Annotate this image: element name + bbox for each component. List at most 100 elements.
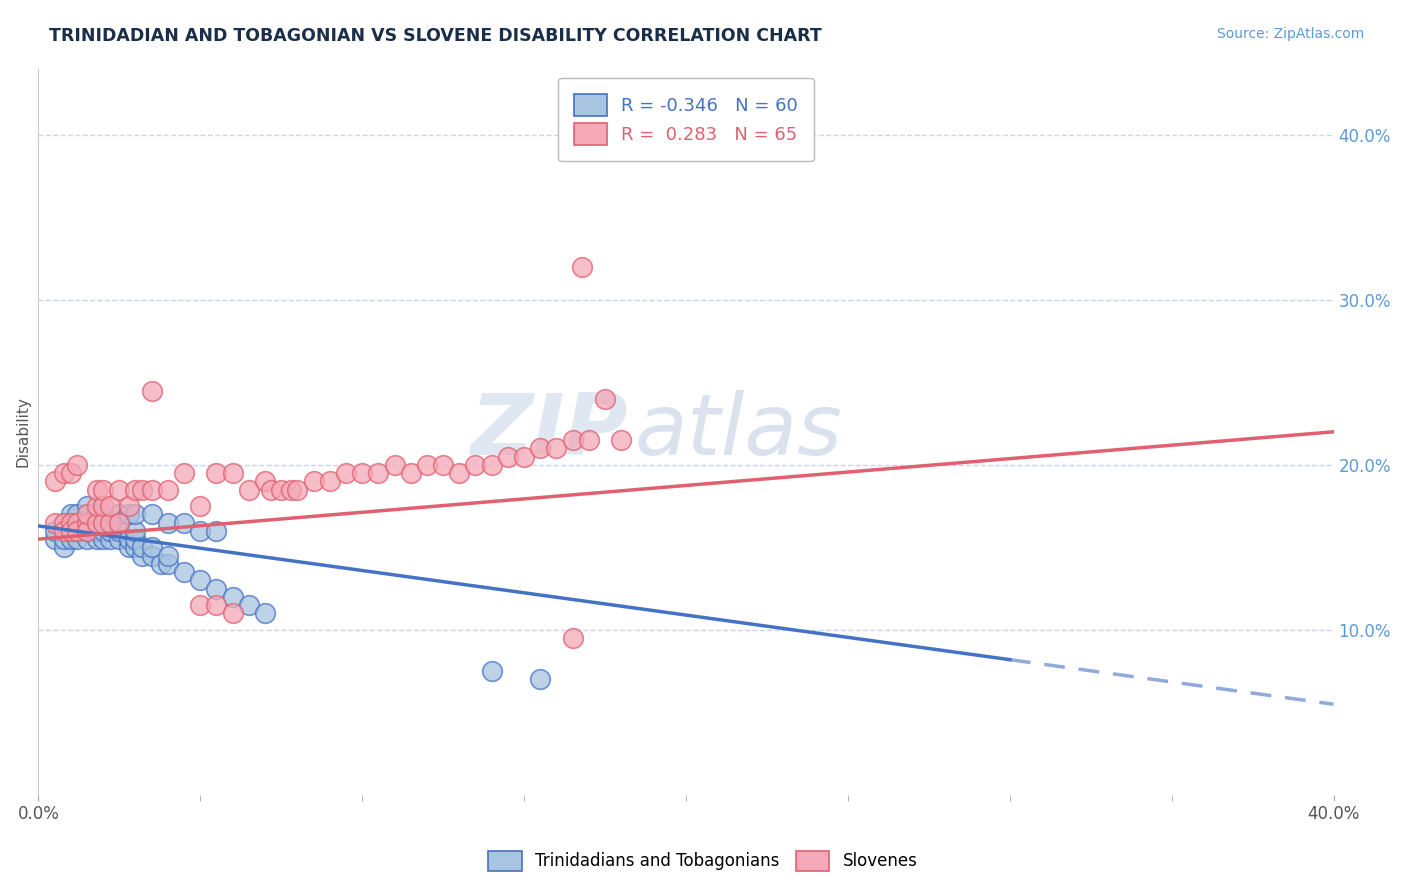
Point — [91, 524, 114, 538]
Point — [76, 516, 98, 530]
Point — [124, 532, 146, 546]
Point — [53, 532, 76, 546]
Point — [66, 516, 89, 530]
Point — [91, 508, 114, 522]
Point — [76, 508, 98, 522]
Point — [91, 499, 114, 513]
Point — [76, 508, 98, 522]
Point — [481, 458, 503, 472]
Point — [98, 524, 121, 538]
Point — [53, 541, 76, 555]
Point — [610, 433, 633, 447]
Point — [86, 499, 108, 513]
Point — [108, 516, 131, 530]
Point — [108, 516, 131, 530]
Point — [416, 458, 439, 472]
Point — [253, 475, 276, 489]
Point — [546, 442, 568, 456]
Point — [150, 557, 173, 571]
Point — [481, 664, 503, 678]
Point — [367, 466, 389, 480]
Point — [513, 450, 536, 464]
Point — [141, 549, 163, 563]
Point — [399, 466, 422, 480]
Point — [156, 483, 179, 497]
Point — [98, 532, 121, 546]
Point — [280, 483, 302, 497]
Point — [98, 499, 121, 513]
Point — [66, 532, 89, 546]
Point — [76, 516, 98, 530]
Point — [302, 475, 325, 489]
Point — [124, 541, 146, 555]
Point — [561, 433, 583, 447]
Point — [86, 508, 108, 522]
Point — [571, 260, 593, 274]
Point — [118, 499, 141, 513]
Point — [156, 549, 179, 563]
Point — [86, 532, 108, 546]
Point — [529, 673, 551, 687]
Point — [253, 607, 276, 621]
Point — [173, 565, 195, 579]
Text: TRINIDADIAN AND TOBAGONIAN VS SLOVENE DISABILITY CORRELATION CHART: TRINIDADIAN AND TOBAGONIAN VS SLOVENE DI… — [49, 27, 823, 45]
Point — [173, 466, 195, 480]
Point — [124, 483, 146, 497]
Point — [59, 524, 82, 538]
Point — [352, 466, 374, 480]
Point — [44, 516, 66, 530]
Point — [76, 524, 98, 538]
Point — [91, 532, 114, 546]
Point — [205, 598, 228, 612]
Point — [66, 458, 89, 472]
Point — [76, 499, 98, 513]
Point — [108, 532, 131, 546]
Point — [287, 483, 309, 497]
Point — [335, 466, 357, 480]
Point — [578, 433, 600, 447]
Point — [131, 541, 153, 555]
Point — [91, 516, 114, 530]
Point — [59, 466, 82, 480]
Point — [91, 483, 114, 497]
Point — [131, 549, 153, 563]
Point — [205, 582, 228, 596]
Point — [238, 483, 260, 497]
Point — [59, 532, 82, 546]
Point — [156, 557, 179, 571]
Point — [86, 524, 108, 538]
Point — [141, 508, 163, 522]
Point — [76, 532, 98, 546]
Point — [188, 598, 211, 612]
Point — [44, 524, 66, 538]
Point — [529, 442, 551, 456]
Point — [221, 607, 243, 621]
Point — [205, 524, 228, 538]
Point — [141, 483, 163, 497]
Point — [108, 524, 131, 538]
Point — [593, 392, 616, 406]
Legend: R = -0.346   N = 60, R =  0.283   N = 65: R = -0.346 N = 60, R = 0.283 N = 65 — [558, 78, 814, 161]
Point — [76, 524, 98, 538]
Point — [59, 516, 82, 530]
Point — [270, 483, 292, 497]
Point — [464, 458, 486, 472]
Point — [238, 598, 260, 612]
Point — [124, 524, 146, 538]
Point — [221, 590, 243, 604]
Point — [260, 483, 283, 497]
Point — [496, 450, 519, 464]
Point — [66, 524, 89, 538]
Point — [156, 516, 179, 530]
Point — [59, 524, 82, 538]
Text: atlas: atlas — [634, 391, 842, 474]
Point — [53, 516, 76, 530]
Y-axis label: Disability: Disability — [15, 396, 30, 467]
Point — [66, 508, 89, 522]
Point — [86, 483, 108, 497]
Point — [53, 516, 76, 530]
Point — [91, 516, 114, 530]
Point — [221, 466, 243, 480]
Point — [44, 532, 66, 546]
Point — [86, 516, 108, 530]
